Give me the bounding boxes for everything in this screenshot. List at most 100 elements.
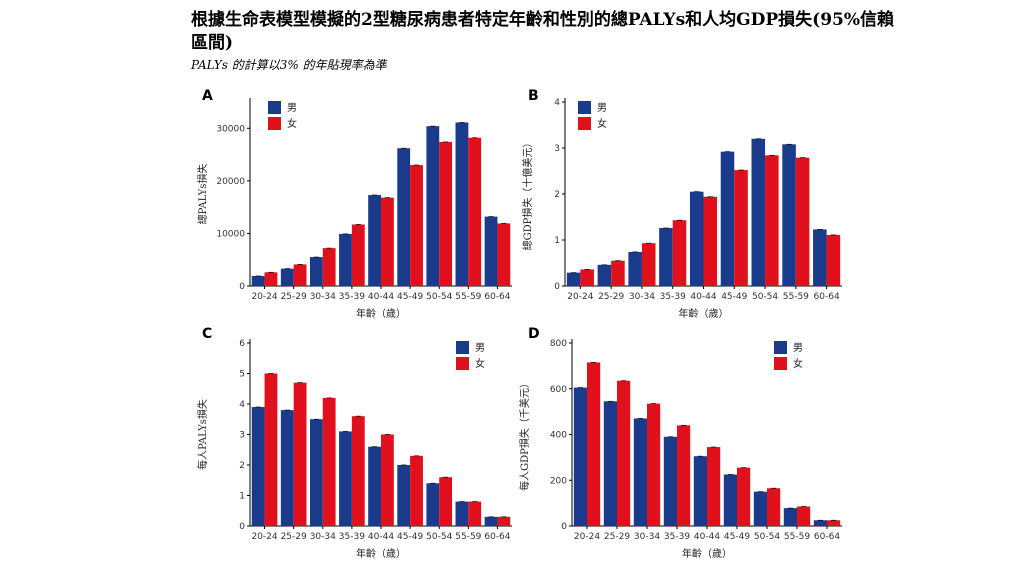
panel-letter-b: B — [528, 88, 539, 104]
legend-swatch-female-b — [578, 117, 591, 130]
bar-female-a — [439, 141, 453, 286]
bar-male-b — [689, 191, 704, 286]
bar-male-b — [751, 138, 766, 286]
x-tick-label-c: 30-34 — [310, 532, 336, 542]
x-tick-label-d: 30-34 — [634, 532, 660, 542]
legend-label-female-d: 女 — [793, 357, 803, 370]
bar-male-a — [280, 268, 294, 286]
y-tick-label-a: 30000 — [216, 124, 245, 134]
figure-subtitle: PALYs 的計算以3% 的年貼現率為準 — [191, 58, 387, 72]
legend-swatch-male-d — [774, 341, 787, 354]
y-axis-label-c: 每人PALYs損失 — [196, 399, 209, 470]
legend-swatch-male-b — [578, 101, 591, 114]
bar-female-b — [795, 157, 810, 286]
x-tick-label-b: 30-34 — [629, 292, 655, 302]
bar-female-b — [703, 196, 718, 286]
bar-male-c — [397, 465, 411, 526]
bar-female-d — [677, 425, 691, 526]
bar-female-c — [439, 477, 453, 526]
y-tick-label-a: 0 — [239, 282, 245, 292]
legend-label-male-d: 男 — [793, 342, 803, 354]
chart-panel-c: C 0 1 2 3 4 5 6 20-24 25-29 30-34 35-39 40-44 45-49 50… — [196, 326, 512, 560]
x-tick-label-b: 45-49 — [721, 292, 747, 302]
bar-female-a — [497, 223, 511, 286]
x-tick-label-c: 50-54 — [426, 532, 452, 542]
y-tick-label-b: 3 — [554, 144, 560, 154]
x-tick-label-d: 45-49 — [724, 532, 750, 542]
bar-male-b — [597, 264, 612, 286]
bar-female-c — [351, 416, 365, 526]
bar-female-a — [410, 165, 423, 286]
legend-swatch-male-a — [268, 101, 281, 114]
bar-male-c — [251, 407, 265, 526]
y-axis-label-b: 總GDP損失（十億美元） — [521, 138, 534, 251]
x-tick-label-c: 25-29 — [281, 532, 307, 542]
y-tick-label-c: 2 — [239, 461, 245, 471]
bar-female-c — [381, 434, 394, 526]
bar-male-c — [309, 419, 323, 526]
bar-female-d — [617, 380, 631, 526]
bar-female-a — [322, 248, 336, 286]
bar-male-b — [782, 144, 796, 286]
y-tick-label-b: 4 — [554, 98, 560, 108]
x-tick-label-d: 20-24 — [574, 532, 600, 542]
bar-female-a — [293, 264, 307, 286]
bar-male-a — [339, 233, 352, 286]
x-tick-label-d: 40-44 — [694, 532, 720, 542]
bar-female-c — [293, 382, 307, 526]
bar-female-b — [672, 220, 687, 286]
legend-swatch-female-d — [774, 357, 787, 370]
chart-panel-a: A 0 10000 20000 30000 20-24 25-29 30-34 35-39 40-… — [196, 88, 512, 320]
legend-swatch-female-a — [268, 117, 281, 130]
bar-male-a — [397, 148, 411, 286]
y-tick-label-c: 0 — [239, 522, 245, 532]
x-axis-label-a: 年齡（歲） — [356, 307, 406, 320]
x-tick-label-c: 55-59 — [455, 532, 481, 542]
bar-male-d — [813, 520, 827, 526]
bar-male-d — [783, 508, 797, 526]
x-tick-label-a: 50-54 — [426, 292, 452, 302]
y-tick-label-d: 800 — [550, 339, 567, 349]
legend-label-male-c: 男 — [475, 342, 485, 354]
bar-female-a — [264, 272, 278, 286]
bar-female-c — [264, 373, 278, 526]
bar-male-c — [484, 516, 498, 526]
x-tick-label-c: 60-64 — [484, 532, 510, 542]
y-tick-label-b: 2 — [554, 190, 560, 200]
bar-male-d — [663, 436, 677, 526]
x-tick-label-a: 30-34 — [310, 292, 336, 302]
panel-letter-c: C — [202, 326, 212, 342]
bar-female-b — [611, 260, 625, 286]
panel-letter-d: D — [528, 326, 540, 342]
y-tick-label-c: 3 — [239, 431, 245, 441]
x-tick-label-d: 50-54 — [754, 532, 780, 542]
bar-female-a — [381, 197, 394, 286]
x-tick-label-a: 55-59 — [455, 292, 481, 302]
y-axis-label-a: 總PALYs損失 — [196, 164, 209, 225]
x-tick-label-a: 60-64 — [484, 292, 510, 302]
bar-male-d — [723, 474, 737, 526]
bar-female-c — [497, 516, 511, 526]
x-tick-label-a: 45-49 — [397, 292, 423, 302]
figure-title: 根據生命表模型模擬的2型糖尿病患者特定年齡和性別的總PALYs和人均GDP損失(… — [191, 10, 895, 53]
y-tick-label-c: 4 — [239, 400, 245, 410]
x-tick-label-d: 35-39 — [664, 532, 690, 542]
bar-male-a — [368, 195, 381, 286]
x-axis-label-b: 年齡（歲） — [679, 307, 729, 320]
x-tick-label-b: 60-64 — [814, 292, 840, 302]
y-tick-label-c: 1 — [239, 492, 245, 502]
x-tick-label-b: 25-29 — [598, 292, 624, 302]
y-tick-label-a: 20000 — [216, 177, 245, 187]
bar-female-b — [641, 243, 656, 286]
bar-male-c — [368, 446, 381, 526]
bar-female-d — [767, 488, 781, 526]
x-axis-label-d: 年齡（歲） — [682, 547, 732, 560]
bar-female-d — [797, 506, 811, 526]
bar-male-a — [309, 257, 323, 286]
bar-female-c — [468, 501, 482, 526]
legend-label-female-c: 女 — [475, 357, 485, 370]
y-axis-label-d: 每人GDP損失（千美元） — [518, 378, 531, 491]
y-tick-label-d: 0 — [561, 522, 567, 532]
legend-label-female-a: 女 — [287, 117, 297, 130]
x-axis-label-c: 年齡（歲） — [356, 547, 406, 560]
